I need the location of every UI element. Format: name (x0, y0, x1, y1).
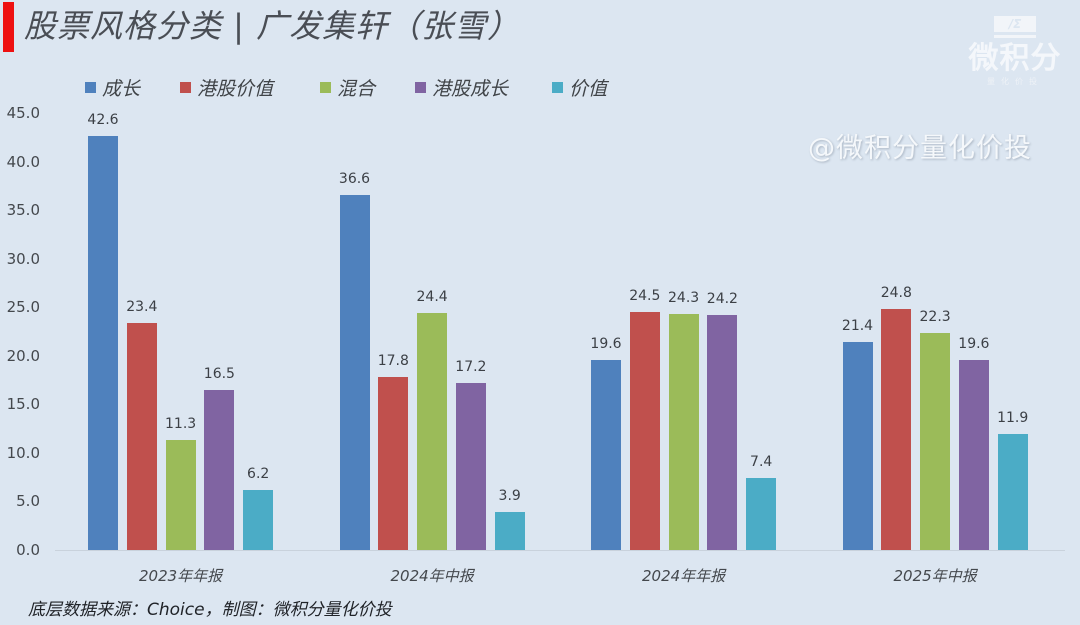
legend-swatch-icon (180, 82, 191, 93)
y-axis-tick-label: 0.0 (16, 541, 40, 559)
watermark: @微积分量化价投 (808, 133, 1032, 164)
legend-item: 价值 (552, 74, 607, 101)
bar-value-label: 21.4 (841, 318, 874, 335)
brand-logo: /Σ 微积分 量化价投 (955, 16, 1075, 96)
bar (629, 312, 660, 550)
y-axis-tick-label: 40.0 (6, 152, 40, 171)
bar-value-label: 3.9 (498, 488, 521, 505)
bar-value-label: 22.3 (919, 309, 951, 326)
bar (842, 342, 873, 550)
bar-value-label: 24.2 (706, 290, 738, 307)
bar (997, 434, 1028, 550)
y-axis-tick-label: 10.0 (6, 443, 40, 462)
x-axis-category-label: 2025年中报 (893, 567, 977, 585)
bar (417, 313, 448, 550)
data-source-note: 底层数据来源：Choice，制图：微积分量化价投 (28, 600, 392, 620)
y-axis-tick-label: 5.0 (16, 492, 40, 511)
bar-value-label: 17.8 (377, 353, 409, 370)
bar (591, 359, 621, 550)
bar-value-label: 17.2 (455, 358, 487, 375)
bar-value-label: 16.5 (203, 365, 235, 382)
y-axis-tick-label: 25.0 (6, 298, 40, 317)
bar-value-label: 19.6 (590, 335, 622, 352)
bar (746, 478, 777, 550)
x-axis-category-label: 2024年中报 (390, 567, 474, 585)
bar-value-label: 7.4 (750, 454, 773, 471)
legend-item: 成长 (85, 74, 140, 101)
legend-label: 港股成长 (432, 78, 509, 100)
bar-value-label: 24.5 (629, 288, 661, 305)
bar (339, 194, 370, 550)
bar (165, 440, 196, 550)
bar (668, 314, 699, 550)
bar (455, 382, 486, 550)
bar-value-label: 36.6 (338, 170, 371, 187)
bar (494, 512, 525, 550)
bar (378, 377, 409, 550)
legend-label: 港股价值 (197, 78, 274, 100)
bar (707, 314, 738, 550)
chart-title: 股票风格分类 | 广发集轩（张雪） (24, 7, 521, 45)
logo-mark-icon: /Σ (994, 16, 1036, 35)
bar (88, 136, 118, 550)
bar (920, 333, 951, 550)
logo-subtitle: 量化价投 (987, 77, 1043, 86)
x-axis-category-label: 2024年年报 (642, 567, 726, 585)
bar-value-label: 11.3 (165, 416, 197, 433)
y-axis-tick-label: 45.0 (6, 104, 40, 122)
bar (204, 389, 235, 550)
legend-swatch-icon (85, 82, 96, 93)
y-axis-tick-label: 20.0 (6, 346, 40, 365)
bar (243, 489, 274, 550)
bar-value-label: 19.6 (958, 335, 990, 352)
title-accent-bar (3, 2, 14, 52)
bar-value-label: 24.4 (416, 289, 448, 306)
x-axis-category-label: 2023年年报 (139, 567, 223, 585)
legend-item: 港股价值 (180, 74, 273, 101)
legend-label: 成长 (102, 78, 141, 100)
y-axis-tick-label: 30.0 (6, 249, 40, 268)
bar-value-label: 24.3 (668, 290, 700, 307)
bar-value-label: 24.8 (880, 285, 912, 302)
bar-value-label: 6.2 (247, 465, 270, 482)
legend-swatch-icon (320, 82, 331, 93)
bar (881, 309, 912, 550)
y-axis-tick-label: 35.0 (6, 201, 40, 220)
bar (958, 359, 989, 550)
legend-item: 混合 (320, 74, 375, 101)
legend-label: 混合 (337, 78, 376, 100)
logo-name: 微积分 (968, 41, 1062, 76)
x-axis-line (55, 550, 1065, 551)
bar (126, 322, 157, 550)
bar-value-label: 11.9 (997, 410, 1029, 427)
legend-item: 港股成长 (415, 74, 508, 101)
legend-swatch-icon (552, 82, 563, 93)
bar-value-label: 42.6 (87, 112, 119, 129)
y-axis-tick-label: 15.0 (6, 395, 40, 414)
bar-value-label: 23.4 (126, 298, 158, 315)
legend-label: 价值 (569, 78, 608, 100)
legend-swatch-icon (415, 82, 426, 93)
